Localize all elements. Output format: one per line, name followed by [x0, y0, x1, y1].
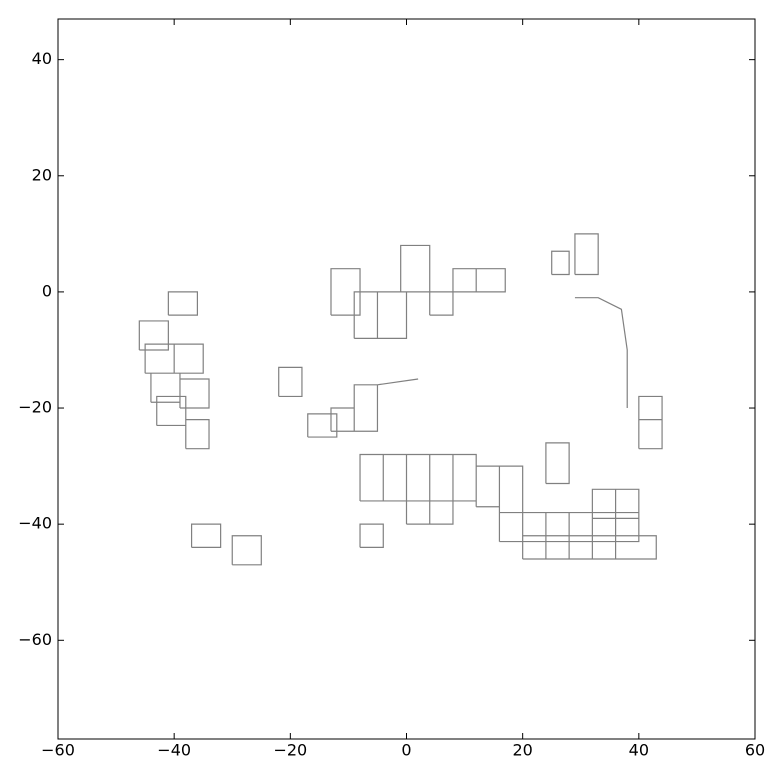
trajectory — [138, 233, 663, 566]
x-tick-label: −20 — [273, 741, 307, 760]
x-tick-label: 40 — [629, 741, 649, 760]
x-tick-label: 0 — [401, 741, 411, 760]
y-tick-label: 20 — [32, 165, 52, 184]
x-tick-label: −60 — [41, 741, 75, 760]
x-tick-label: −40 — [157, 741, 191, 760]
x-tick-label: 20 — [512, 741, 532, 760]
x-tick-label: 60 — [745, 741, 765, 760]
y-tick-label: −20 — [18, 398, 52, 417]
y-tick-label: 0 — [42, 281, 52, 300]
y-tick-label: 40 — [32, 49, 52, 68]
y-tick-label: −60 — [18, 630, 52, 649]
y-tick-label: −40 — [18, 514, 52, 533]
